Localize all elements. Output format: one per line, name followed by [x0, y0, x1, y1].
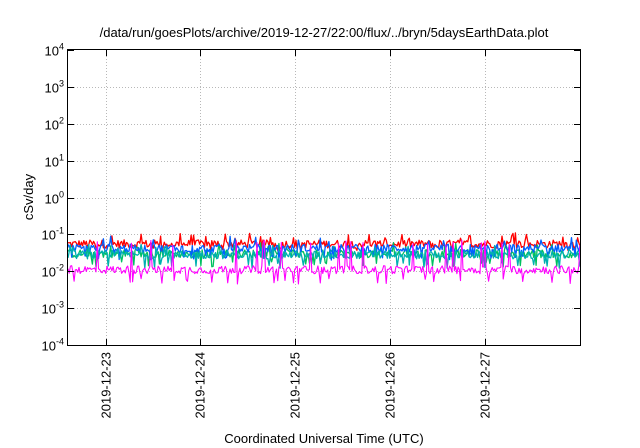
y-tick-label: 10-2	[42, 263, 64, 280]
series-line	[67, 239, 581, 285]
plot-frame	[67, 49, 581, 346]
x-axis: 2019-12-23 2019-12-24 2019-12-25 2019-12-26…	[99, 50, 493, 419]
y-tick-label: 102	[45, 116, 64, 133]
y-tick-label: 100	[45, 190, 64, 207]
x-axis-label: Coordinated Universal Time (UTC)	[224, 431, 423, 446]
y-tick-label: 10-1	[42, 226, 64, 243]
y-tick-label: 103	[45, 79, 64, 96]
series-line	[67, 243, 581, 269]
data-series	[67, 232, 581, 285]
y-tick-label: 101	[45, 153, 64, 170]
y-tick-label: 10-4	[42, 337, 64, 354]
x-tick-label: 2019-12-23	[99, 352, 114, 419]
y-tick-label: 10-3	[42, 300, 64, 317]
chart-title: /data/run/goesPlots/archive/2019-12-27/2…	[100, 25, 549, 40]
y-axis: 10-4 10-3 10-2 10-1 100 101 102 103 104	[42, 42, 580, 354]
x-tick-label: 2019-12-24	[193, 352, 208, 419]
y-axis-label: cSv/day	[21, 173, 36, 220]
x-tick-label: 2019-12-26	[383, 352, 398, 419]
y-tick-label: 104	[45, 42, 64, 59]
grid	[68, 50, 580, 345]
x-tick-label: 2019-12-27	[478, 352, 493, 419]
x-tick-label: 2019-12-25	[288, 352, 303, 419]
